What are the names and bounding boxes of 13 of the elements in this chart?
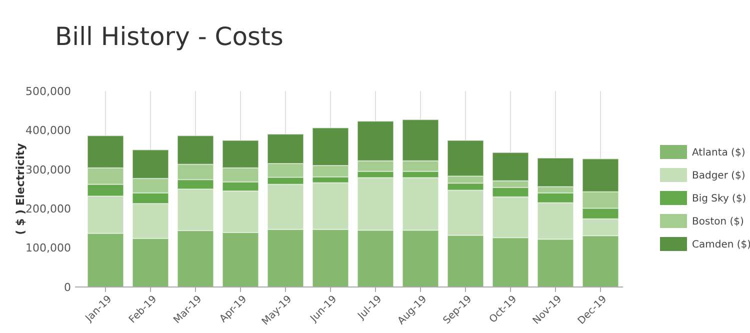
legend-label: Big Sky ($) — [692, 194, 746, 204]
legend-label: Camden ($) — [692, 240, 750, 250]
y-tick-label: 100,000 — [26, 242, 71, 255]
y-tick-label: 200,000 — [26, 202, 71, 216]
legend-label: Atlanta ($) — [692, 148, 746, 158]
y-tick-label: 300,000 — [26, 163, 71, 176]
y-axis-title: ( $ ) Electricity — [14, 143, 27, 235]
y-tick-label: 500,000 — [26, 84, 71, 98]
y-tick-label: 400,000 — [26, 124, 71, 138]
y-tick-label: 0 — [64, 280, 71, 294]
legend-label: Boston ($) — [692, 216, 744, 228]
legend-label: Badger ($) — [692, 170, 746, 182]
chart-title: Bill History - Costs — [55, 22, 284, 51]
